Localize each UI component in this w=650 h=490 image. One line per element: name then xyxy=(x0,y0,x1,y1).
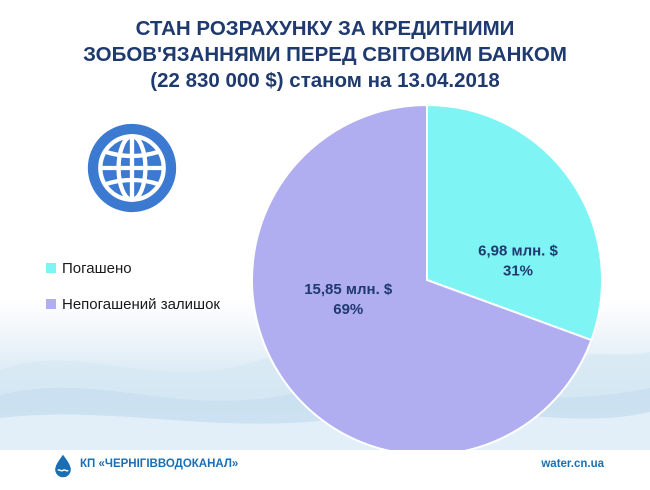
legend-item-remaining: Непогашений залишок xyxy=(46,294,220,314)
chart-legend: Погашено Непогашений залишок xyxy=(46,258,220,330)
legend-label-remaining: Непогашений залишок xyxy=(62,295,220,313)
website-link[interactable]: water.cn.ua xyxy=(541,458,604,470)
world-bank-globe-icon xyxy=(87,123,177,213)
pie-slice-remaining xyxy=(251,103,593,456)
title-line-2: ЗОБОВ'ЯЗАННЯМИ ПЕРЕД СВІТОВИМ БАНКОМ xyxy=(83,43,567,66)
water-drop-logo-icon xyxy=(55,454,71,478)
data-label-value-remaining: 15,85 млн. $ xyxy=(304,281,393,298)
legend-label-paid: Погашено xyxy=(62,259,132,277)
title-line-3: (22 830 000 $) станом на 13.04.2018 xyxy=(150,69,500,92)
footer xyxy=(0,450,650,490)
data-label-value-paid: 6,98 млн. $ xyxy=(478,243,558,260)
company-name: КП «ЧЕРНІГІВВОДОКАНАЛ» xyxy=(80,458,239,470)
chart-title: СТАН РОЗРАХУНКУ ЗА КРЕДИТНИМИ ЗОБОВ'ЯЗАН… xyxy=(0,16,650,94)
data-label-percent-remaining: 69% xyxy=(333,301,363,318)
legend-item-paid: Погашено xyxy=(46,258,220,278)
legend-swatch-paid xyxy=(46,263,56,273)
data-label-percent-paid: 31% xyxy=(503,263,533,280)
pie-slice-paid xyxy=(426,103,603,342)
title-line-1: СТАН РОЗРАХУНКУ ЗА КРЕДИТНИМИ xyxy=(135,17,515,40)
legend-swatch-remaining xyxy=(46,299,56,309)
